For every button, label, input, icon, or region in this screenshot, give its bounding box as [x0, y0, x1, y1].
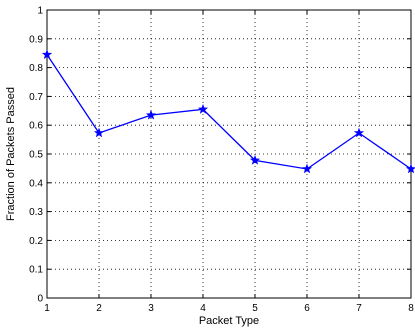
y-tick-label: 0.1	[29, 265, 43, 276]
data-point-star	[93, 127, 105, 138]
y-tick-label: 0.3	[29, 207, 43, 218]
y-axis-label: Fraction of Packets Passed	[5, 87, 17, 221]
series-layer	[41, 49, 415, 174]
x-tick-label: 7	[356, 303, 362, 314]
y-tick-label: 0.6	[29, 121, 43, 132]
y-tick-label: 0.5	[29, 150, 43, 161]
series-line	[46, 54, 412, 170]
plot-area	[47, 10, 411, 298]
x-tick-label: 6	[304, 303, 310, 314]
x-tick-label: 4	[200, 303, 206, 314]
y-tick-label: 0.9	[29, 34, 43, 45]
data-point-star	[353, 127, 365, 138]
y-tick-label: 1	[37, 6, 43, 17]
data-point-star	[145, 109, 157, 120]
y-tick-labels: 0 0.1 0.2 0.3 0.4 0.5 0.6 0.7 0.8 0.9 1	[29, 6, 43, 305]
x-tick-label: 1	[44, 303, 50, 314]
y-tick-label: 0.2	[29, 236, 43, 247]
x-tick-label: 5	[252, 303, 258, 314]
y-tick-label: 0.7	[29, 92, 43, 103]
tick-marks	[46, 9, 412, 299]
y-tick-label: 0.8	[29, 63, 43, 74]
y-tick-label: 0	[37, 294, 43, 305]
x-tick-label: 8	[408, 303, 414, 314]
data-point-star	[249, 154, 261, 165]
x-tick-labels: 1 2 3 4 5 6 7 8	[44, 303, 414, 314]
data-point-star	[41, 49, 53, 59]
x-axis-label: Packet Type	[199, 315, 259, 327]
data-point-star	[301, 163, 313, 174]
data-point-star	[405, 163, 415, 174]
grid-lines	[47, 10, 411, 298]
x-tick-label: 2	[96, 303, 102, 314]
x-tick-label: 3	[148, 303, 154, 314]
y-tick-label: 0.4	[29, 178, 43, 189]
data-point-star	[197, 104, 209, 114]
